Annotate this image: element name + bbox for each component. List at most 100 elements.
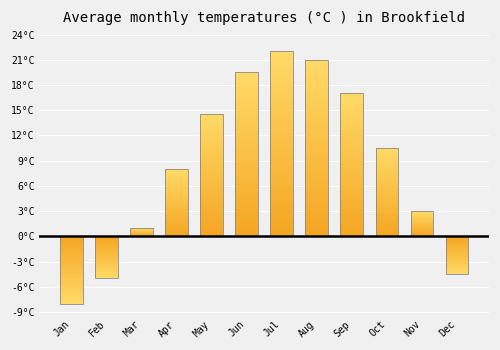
Bar xyxy=(340,148,363,150)
Bar xyxy=(270,70,293,74)
Bar xyxy=(306,113,328,116)
Bar xyxy=(340,105,363,108)
Bar xyxy=(60,274,82,275)
Bar xyxy=(446,241,468,243)
Bar xyxy=(306,116,328,120)
Bar xyxy=(446,269,468,270)
Bar xyxy=(376,157,398,159)
Bar xyxy=(376,176,398,178)
Bar xyxy=(306,141,328,145)
Bar xyxy=(165,217,188,219)
Bar xyxy=(270,214,293,218)
Bar xyxy=(200,224,223,226)
Bar xyxy=(410,222,434,223)
Bar xyxy=(200,197,223,200)
Bar xyxy=(340,225,363,228)
Bar xyxy=(95,266,118,267)
Bar xyxy=(340,159,363,162)
Bar xyxy=(340,179,363,182)
Bar xyxy=(165,169,188,170)
Bar xyxy=(200,185,223,188)
Bar xyxy=(306,190,328,194)
Bar xyxy=(200,149,223,151)
Bar xyxy=(165,223,188,224)
Bar xyxy=(270,140,293,144)
Bar xyxy=(165,207,188,208)
Bar xyxy=(235,194,258,197)
Bar xyxy=(340,202,363,205)
Bar xyxy=(340,174,363,176)
Bar xyxy=(376,233,398,234)
Bar xyxy=(376,168,398,169)
Bar xyxy=(60,236,82,238)
Bar xyxy=(165,187,188,188)
Bar xyxy=(95,251,118,252)
Title: Average monthly temperatures (°C ) in Brookfield: Average monthly temperatures (°C ) in Br… xyxy=(63,11,465,25)
Bar xyxy=(165,234,188,235)
Bar xyxy=(165,189,188,191)
Bar xyxy=(410,227,434,228)
Bar xyxy=(446,249,468,250)
Bar xyxy=(235,200,258,204)
Bar xyxy=(165,184,188,185)
Bar xyxy=(376,152,398,153)
Bar xyxy=(165,211,188,212)
Bar xyxy=(270,181,293,184)
Bar xyxy=(376,224,398,226)
Bar xyxy=(376,160,398,162)
Bar xyxy=(340,139,363,142)
Bar xyxy=(410,229,434,230)
Bar xyxy=(235,122,258,125)
Bar xyxy=(306,63,328,67)
Bar xyxy=(200,190,223,192)
Bar xyxy=(270,162,293,166)
Bar xyxy=(446,237,468,238)
Bar xyxy=(376,182,398,183)
Bar xyxy=(306,120,328,124)
Bar xyxy=(340,205,363,208)
Bar xyxy=(235,99,258,102)
Bar xyxy=(376,210,398,212)
Bar xyxy=(306,109,328,113)
Bar xyxy=(270,196,293,199)
Bar xyxy=(270,170,293,174)
Bar xyxy=(235,79,258,82)
Bar xyxy=(340,182,363,185)
Bar xyxy=(95,277,118,278)
Bar xyxy=(446,262,468,263)
Bar xyxy=(235,72,258,76)
Bar xyxy=(446,270,468,271)
Bar xyxy=(60,240,82,242)
Bar xyxy=(306,176,328,180)
Bar xyxy=(270,125,293,129)
Bar xyxy=(235,207,258,210)
Bar xyxy=(60,250,82,251)
Bar xyxy=(235,108,258,112)
Bar xyxy=(306,215,328,219)
Bar xyxy=(270,51,293,55)
Bar xyxy=(376,203,398,204)
Bar xyxy=(270,59,293,63)
Bar xyxy=(200,202,223,205)
Bar xyxy=(376,215,398,217)
Bar xyxy=(235,223,258,226)
Bar xyxy=(376,162,398,164)
Bar xyxy=(410,226,434,227)
Bar xyxy=(95,261,118,262)
Bar xyxy=(340,128,363,131)
Bar xyxy=(60,271,82,273)
Bar xyxy=(95,254,118,255)
Bar xyxy=(235,132,258,135)
Bar xyxy=(60,266,82,267)
Bar xyxy=(95,273,118,274)
Bar xyxy=(95,271,118,272)
Bar xyxy=(340,211,363,214)
Bar xyxy=(446,272,468,273)
Bar xyxy=(200,127,223,129)
Bar xyxy=(306,201,328,204)
Bar xyxy=(446,255,468,256)
Bar xyxy=(340,208,363,211)
Bar xyxy=(60,279,82,281)
Bar xyxy=(270,177,293,181)
Bar xyxy=(446,238,468,239)
